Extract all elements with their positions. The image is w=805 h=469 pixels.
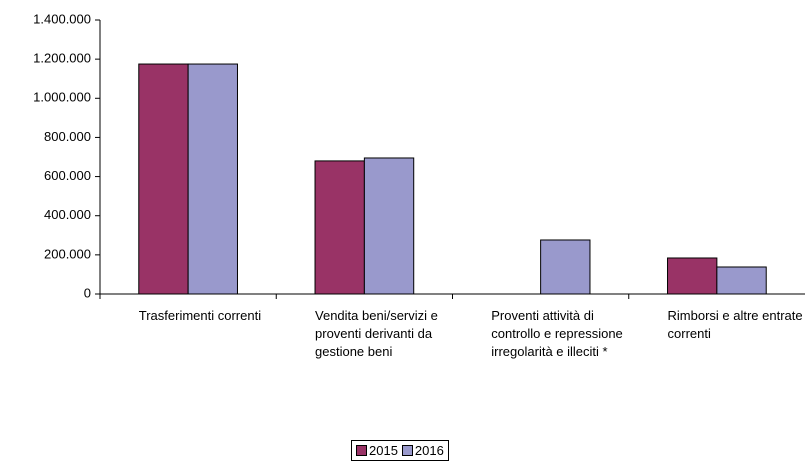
y-tick-label: 400.000: [44, 207, 91, 222]
legend-item: 2015: [356, 443, 398, 458]
bar: [187, 63, 238, 295]
y-tick-label: 1.400.000: [33, 11, 91, 26]
bar: [314, 160, 365, 295]
legend: 2015 2016: [351, 440, 449, 461]
x-tick-label: Trasferimenti correnti: [138, 308, 262, 323]
legend-item: 2016: [401, 443, 444, 458]
legend-swatch: [356, 445, 367, 456]
legend-label: 2016: [414, 443, 444, 458]
legend-label: 2015: [369, 443, 398, 458]
bar: [363, 157, 415, 295]
x-tick-label: Vendita beni/servizi e proventi derivant…: [315, 308, 438, 359]
x-tick-label: Rimborsi e altre entrate correnti: [667, 308, 803, 341]
x-tick-label: Proventi attività di controllo e repress…: [491, 308, 623, 359]
y-tick-label: 200.000: [44, 246, 91, 261]
y-tick-label: 0: [84, 285, 91, 300]
bar: [540, 239, 591, 295]
y-tick-label: 600.000: [44, 168, 91, 183]
y-tick-label: 1.200.000: [33, 51, 91, 66]
bar: [138, 63, 189, 295]
y-tick-label: 1.000.000: [33, 90, 91, 105]
bar: [716, 266, 767, 295]
y-tick-label: 800.000: [44, 129, 91, 144]
legend-swatch: [401, 445, 413, 456]
bar: [667, 257, 718, 295]
